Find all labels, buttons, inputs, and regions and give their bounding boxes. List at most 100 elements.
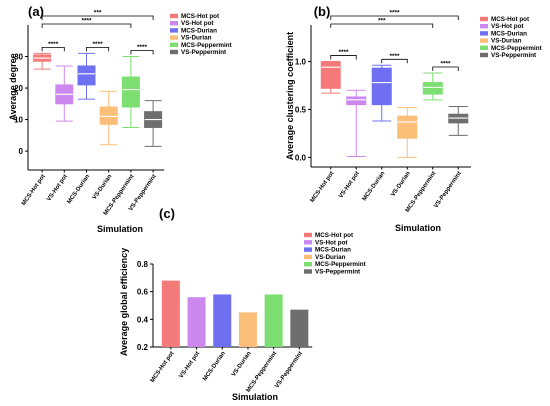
box-vs-durian (397, 115, 418, 139)
x-tick-label-vs-durian: VS-Durian (390, 170, 412, 197)
y-axis-title: Average clustering coefficient (285, 32, 295, 160)
legend-label-mcs-peppermint: MCS-Peppermint (491, 45, 543, 52)
bar-mcs-peppermint (264, 294, 283, 347)
legend-swatch-vs-hot-pot (170, 21, 178, 26)
legend-label-vs-hot-pot: VS-Hot pot (181, 20, 214, 27)
legend-label-mcs-durian: MCS-Durian (491, 30, 527, 37)
significance-label: *** (94, 10, 102, 17)
legend-label-mcs-peppermint: MCS-Peppermint (315, 261, 367, 268)
bar-mcs-durian (213, 294, 232, 347)
box-vs-hot-pot (346, 96, 367, 106)
y-tick-label: 0.4 (137, 315, 149, 324)
x-axis-title: Simulation (232, 392, 278, 402)
legend-label-mcs-peppermint: MCS-Peppermint (181, 42, 233, 49)
legend-swatch-vs-hot-pot (304, 240, 312, 245)
y-tick-label: 20 (14, 84, 23, 93)
legend-label-vs-peppermint: VS-Peppermint (315, 269, 361, 276)
legend-label-mcs-durian: MCS-Durian (315, 247, 351, 254)
significance-bracket (41, 15, 154, 20)
bar-mcs-hot-pot (161, 280, 180, 347)
bar-vs-peppermint (290, 309, 309, 347)
legend-swatch-vs-durian (480, 38, 488, 43)
legend-swatch-mcs-durian (304, 247, 312, 252)
legend-swatch-vs-durian (304, 254, 312, 260)
legend-swatch-mcs-hot-pot (480, 16, 488, 22)
box-mcs-peppermint (422, 82, 443, 95)
legend-label-vs-hot-pot: VS-Hot pot (315, 239, 348, 246)
y-axis-title: Average degree (8, 53, 18, 120)
y-axis-title: Average global efficiency (119, 248, 129, 356)
x-tick-label-mcs-hot-pot: MCS-Hot pot (150, 351, 176, 384)
legend-label-mcs-hot-pot: MCS-Hot pot (491, 16, 530, 23)
legend-swatch-vs-peppermint (480, 52, 488, 58)
legend-label-vs-durian: VS-Durian (181, 35, 212, 42)
legend-label-mcs-hot-pot: MCS-Hot pot (181, 13, 220, 20)
legend-swatch-vs-peppermint (170, 49, 178, 55)
x-tick-label-vs-peppermint: VS-Peppermint (433, 171, 463, 210)
panel-label: (a) (28, 4, 44, 19)
significance-label: **** (338, 49, 349, 56)
legend-swatch-mcs-peppermint (480, 45, 488, 50)
legend-swatch-mcs-peppermint (304, 262, 312, 267)
x-tick-label-vs-hot-pot: VS-Hot pot (46, 174, 69, 203)
legend-label-vs-peppermint: VS-Peppermint (491, 52, 537, 59)
y-tick-label: 0.5 (295, 105, 307, 114)
legend-swatch-mcs-durian (170, 28, 178, 33)
significance-label: **** (440, 60, 451, 67)
x-tick-label-mcs-durian: MCS-Durian (362, 170, 387, 202)
x-tick-label-mcs-hot-pot: MCS-Hot pot (310, 171, 336, 204)
legend-label-vs-durian: VS-Durian (491, 38, 522, 45)
y-tick-label: 0.2 (137, 343, 149, 352)
x-tick-label-mcs-peppermint: MCS-Peppermint (246, 351, 279, 394)
significance-bracket (41, 23, 132, 28)
x-tick-label-mcs-durian: MCS-Durian (202, 350, 227, 382)
box-mcs-peppermint (121, 76, 140, 108)
legend-label-vs-hot-pot: VS-Hot pot (491, 23, 524, 30)
box-mcs-durian (77, 65, 96, 86)
panel-label: (c) (159, 206, 175, 221)
significance-bracket (330, 23, 434, 28)
significance-bracket (330, 55, 357, 60)
box-mcs-hot-pot (320, 61, 341, 89)
y-tick-label: 0 (19, 147, 24, 156)
legend-swatch-vs-hot-pot (480, 24, 488, 29)
bar-vs-durian (238, 312, 257, 347)
box-mcs-durian (371, 67, 392, 106)
legend-label-vs-durian: VS-Durian (315, 254, 346, 261)
significance-bracket (381, 58, 408, 64)
significance-bracket (130, 50, 154, 55)
significance-label: **** (389, 53, 400, 60)
legend-swatch-mcs-peppermint (170, 42, 178, 47)
panel-c-average-global-efficiency: (c) 0.2 0.4 0.6 0.8 Average global efficiency… (119, 206, 367, 402)
y-tick-label: 30 (14, 53, 23, 62)
x-tick-label-vs-hot-pot: VS-Hot pot (338, 171, 361, 200)
significance-label: **** (389, 10, 400, 17)
significance-label: *** (378, 18, 386, 25)
y-tick-label: 0.6 (137, 288, 149, 297)
significance-label: **** (81, 18, 92, 25)
bar-vs-hot-pot (187, 297, 206, 347)
x-tick-label-vs-hot-pot: VS-Hot pot (178, 351, 201, 380)
legend-swatch-mcs-durian (480, 31, 488, 36)
x-tick-label-vs-durian: VS-Durian (231, 350, 253, 377)
significance-label: **** (48, 41, 59, 48)
legend-label-mcs-hot-pot: MCS-Hot pot (315, 232, 354, 239)
significance-bracket (86, 46, 110, 52)
x-tick-label-mcs-durian: MCS-Durian (67, 173, 92, 205)
significance-label: **** (93, 41, 104, 48)
significance-bracket (432, 66, 459, 71)
y-tick-label: 10 (14, 116, 23, 125)
legend-swatch-vs-peppermint (304, 269, 312, 274)
legend-swatch-mcs-hot-pot (170, 13, 178, 19)
y-tick-label: 1.0 (295, 57, 307, 66)
legend-label-vs-peppermint: VS-Peppermint (181, 49, 227, 56)
legend-label-mcs-durian: MCS-Durian (181, 27, 217, 34)
significance-bracket (330, 15, 459, 20)
y-tick-label: 0.0 (295, 153, 307, 162)
box-vs-durian (99, 106, 118, 125)
significance-label: **** (137, 44, 148, 51)
x-tick-label-vs-durian: VS-Durian (92, 173, 114, 200)
